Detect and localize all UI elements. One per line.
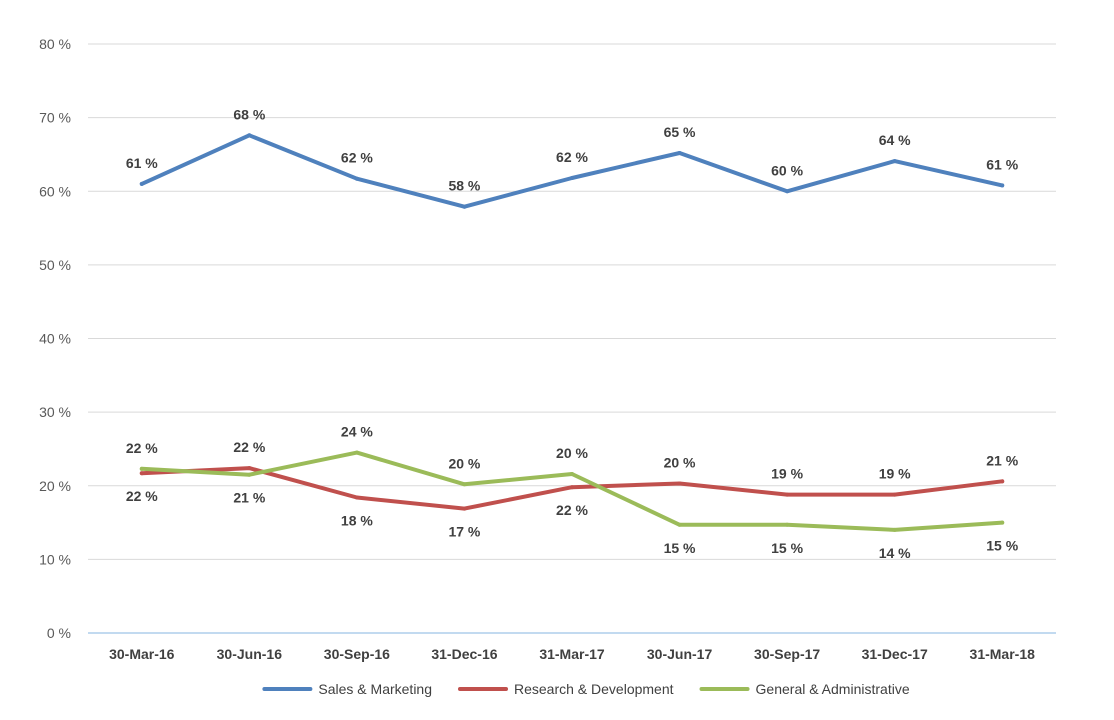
data-label: 15 %	[771, 540, 803, 556]
legend-label: Research & Development	[514, 681, 674, 697]
data-point	[677, 522, 682, 527]
x-tick-label: 31-Dec-17	[862, 646, 928, 662]
data-point	[785, 492, 790, 497]
y-tick-label: 60 %	[39, 183, 71, 199]
data-label: 17 %	[448, 524, 480, 540]
data-label: 20 %	[448, 455, 480, 471]
data-point	[462, 482, 467, 487]
data-label: 21 %	[986, 452, 1018, 468]
data-point	[139, 466, 144, 471]
data-label: 22 %	[233, 439, 265, 455]
data-point	[785, 522, 790, 527]
x-tick-label: 30-Mar-16	[109, 646, 175, 662]
y-tick-label: 10 %	[39, 551, 71, 567]
data-label: 20 %	[556, 445, 588, 461]
series-layer	[139, 133, 1005, 532]
data-point	[570, 175, 574, 180]
data-label: 62 %	[341, 150, 373, 166]
data-point	[892, 527, 897, 532]
data-point	[354, 450, 359, 455]
data-point	[892, 492, 897, 497]
data-point	[1000, 183, 1005, 188]
data-label: 14 %	[879, 545, 911, 561]
data-label: 21 %	[233, 490, 265, 506]
data-label: 15 %	[664, 540, 696, 556]
data-label: 22 %	[126, 440, 158, 456]
data-point	[892, 159, 897, 164]
legend-item: Research & Development	[458, 681, 674, 697]
data-point	[462, 506, 467, 511]
data-label: 61 %	[126, 155, 158, 171]
data-point	[139, 181, 144, 186]
x-axis-ticks: 30-Mar-16 30-Jun-16 30-Sep-16 31-Dec-16 31-M…	[109, 646, 1035, 662]
legend-label: General & Administrative	[756, 681, 910, 697]
data-label: 18 %	[341, 513, 373, 529]
x-tick-label: 30-Sep-16	[324, 646, 390, 662]
data-point	[570, 471, 574, 476]
data-point	[1000, 520, 1005, 525]
data-label: 19 %	[771, 466, 803, 482]
data-label: 24 %	[341, 424, 373, 440]
data-label: 60 %	[771, 162, 803, 178]
data-point	[354, 176, 359, 181]
data-label: 65 %	[664, 124, 696, 140]
data-label: 61 %	[986, 156, 1018, 172]
grid-layer	[88, 43, 1056, 634]
data-point	[354, 495, 359, 500]
data-label: 15 %	[986, 538, 1018, 554]
data-label: 64 %	[879, 132, 911, 148]
x-tick-label: 30-Jun-17	[647, 646, 713, 662]
y-tick-label: 40 %	[39, 331, 71, 347]
data-point	[570, 485, 574, 490]
x-tick-label: 31-Mar-17	[539, 646, 605, 662]
data-point	[139, 471, 144, 476]
data-label: 58 %	[448, 178, 480, 194]
data-labels: 61 % 68 % 62 % 58 % 62 % 65 % 60 % 64 % 61 % 22 %…	[126, 106, 1019, 561]
y-tick-label: 0 %	[47, 625, 71, 641]
data-point	[462, 204, 467, 209]
legend-item: General & Administrative	[699, 681, 910, 697]
x-tick-label: 31-Dec-16	[431, 646, 497, 662]
x-tick-label: 31-Mar-18	[970, 646, 1036, 662]
y-tick-label: 80 %	[39, 36, 71, 52]
data-label: 62 %	[556, 149, 588, 165]
data-point	[785, 189, 790, 194]
data-point	[247, 466, 252, 471]
y-axis-ticks: 0 % 10 % 20 % 30 % 40 % 50 % 60 % 70 % 80 %	[39, 36, 71, 641]
x-tick-label: 30-Jun-16	[217, 646, 283, 662]
y-tick-label: 20 %	[39, 478, 71, 494]
y-tick-label: 30 %	[39, 404, 71, 420]
data-label: 20 %	[664, 455, 696, 471]
legend-item: Sales & Marketing	[262, 681, 432, 697]
data-label: 22 %	[556, 502, 588, 518]
data-point	[1000, 479, 1005, 484]
data-point	[247, 133, 252, 138]
data-label: 22 %	[126, 488, 158, 504]
y-tick-label: 50 %	[39, 257, 71, 273]
data-point	[247, 472, 252, 477]
data-label: 68 %	[233, 106, 265, 122]
x-tick-label: 30-Sep-17	[754, 646, 820, 662]
data-point	[677, 150, 682, 155]
series-line-2	[139, 450, 1005, 532]
data-label: 19 %	[879, 466, 911, 482]
series-line-0	[139, 133, 1005, 209]
legend-label: Sales & Marketing	[318, 681, 432, 697]
legend: Sales & Marketing Research & Development G…	[262, 681, 910, 697]
data-point	[677, 481, 682, 486]
y-tick-label: 70 %	[39, 110, 71, 126]
